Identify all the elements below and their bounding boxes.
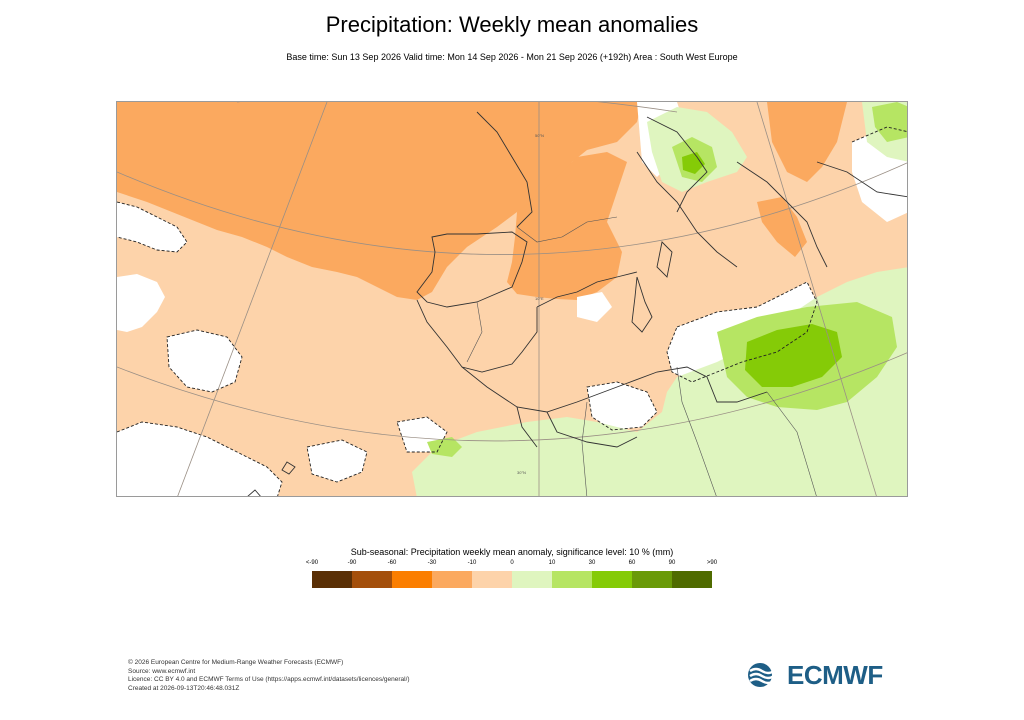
anomaly-area-minus30-greece — [757, 197, 807, 257]
map-canvas: 30°N 10°E 50°N — [117, 102, 907, 496]
significance-contours — [117, 126, 907, 496]
graticule-labels: 30°N 10°E 50°N — [517, 133, 544, 475]
legend-label: >90 — [706, 560, 718, 566]
insignificant-area-2 — [117, 274, 165, 332]
footer: © 2026 European Centre for Medium-Range … — [128, 659, 410, 693]
country-borders — [466, 216, 817, 496]
legend-label: <-90 — [305, 560, 319, 566]
anomaly-area-plus30-ne — [872, 102, 907, 142]
insignificant-area-1 — [117, 202, 187, 252]
graticule-label-10e: 10°E — [535, 296, 544, 301]
legend-swatch — [552, 571, 592, 588]
legend-label: 0 — [510, 560, 514, 566]
source-text: Source: www.ecmwf.int — [128, 667, 196, 675]
legend-label: -30 — [427, 560, 437, 566]
ecmwf-logo: ECMWF — [747, 660, 902, 690]
legend-label: -10 — [467, 560, 477, 566]
legend-label: -90 — [347, 560, 357, 566]
licence-text: Licence: CC BY 4.0 and ECMWF Terms of Us… — [128, 676, 410, 683]
insignificant-area-4 — [117, 422, 282, 496]
legend-swatch — [672, 571, 712, 588]
legend-swatch — [512, 571, 552, 588]
legend-label: 60 — [628, 560, 636, 566]
legend-swatch — [392, 571, 432, 588]
copyright-text: © 2026 European Centre for Medium-Range … — [128, 659, 344, 666]
insignificant-area-5 — [307, 440, 367, 482]
graticule — [117, 102, 907, 496]
graticule-label-50n: 50°N — [535, 133, 544, 138]
anomaly-area-plus60-italy — [682, 152, 705, 174]
legend-label: 10 — [548, 560, 556, 566]
legend-labels: <-90 -90 -60 -30 -10 0 10 30 60 90 >90 — [306, 560, 717, 570]
anomaly-map: 30°N 10°E 50°N — [116, 101, 908, 497]
chart-subtitle: Base time: Sun 13 Sep 2026 Valid time: M… — [286, 52, 738, 62]
legend-label: 30 — [588, 560, 596, 566]
anomaly-area-plus60 — [745, 324, 842, 387]
legend-swatch — [632, 571, 672, 588]
anomaly-area-plus30-africa — [427, 437, 462, 457]
ecmwf-wave-icon — [748, 663, 782, 687]
legend-swatch — [472, 571, 512, 588]
chart-title: Precipitation: Weekly mean anomalies — [325, 12, 699, 37]
legend-swatch — [432, 571, 472, 588]
logo-text: ECMWF — [787, 659, 883, 690]
graticule-label-30n: 30°N — [517, 470, 526, 475]
legend-colorbar — [312, 571, 712, 588]
created-text: Created at 2026-09-13T20:46:48.031Z — [128, 684, 240, 692]
legend-swatch — [312, 571, 352, 588]
legend-swatch — [592, 571, 632, 588]
anomaly-area-minus30 — [117, 102, 642, 300]
anomaly-area-minus30-balkans — [767, 102, 847, 182]
insignificant-area-6 — [577, 292, 612, 322]
coastlines — [247, 111, 907, 496]
insignificant-area-8 — [587, 382, 657, 430]
anomaly-area-minus30-east — [507, 152, 627, 300]
legend-title: Sub-seasonal: Precipitation weekly mean … — [350, 547, 674, 557]
legend-swatch — [352, 571, 392, 588]
legend-label: -60 — [387, 560, 397, 566]
legend-label: 90 — [668, 560, 676, 566]
